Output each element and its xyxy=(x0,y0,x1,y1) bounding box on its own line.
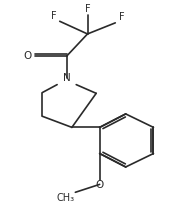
Text: F: F xyxy=(85,4,90,14)
Text: O: O xyxy=(96,180,104,190)
Text: O: O xyxy=(24,51,32,61)
Text: F: F xyxy=(51,11,56,21)
Text: F: F xyxy=(119,12,124,22)
Text: CH₃: CH₃ xyxy=(56,193,75,203)
Text: N: N xyxy=(63,73,71,83)
